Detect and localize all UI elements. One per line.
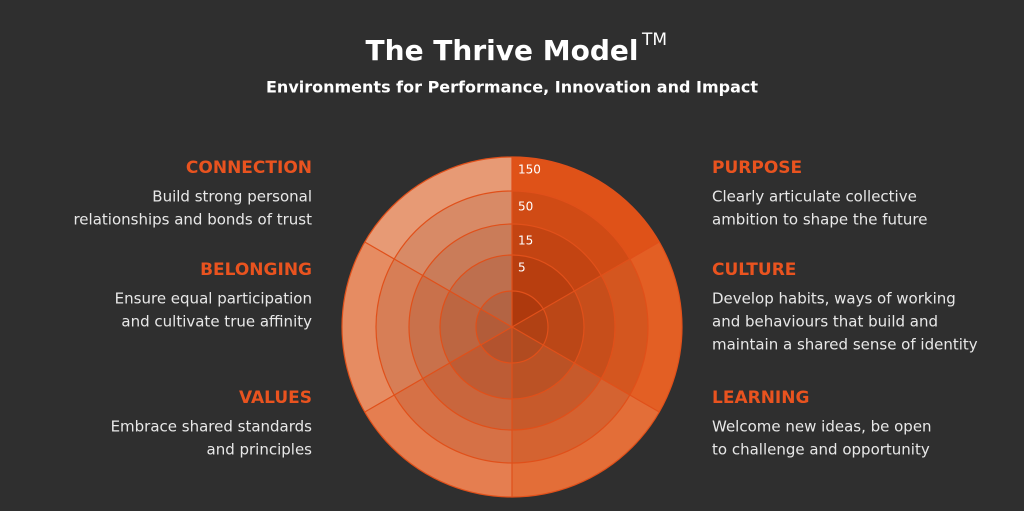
section-heading: LEARNING <box>712 388 809 408</box>
section-description: and cultivate true affinity <box>121 313 312 331</box>
section-description: Embrace shared standards <box>111 418 313 436</box>
section-description: Develop habits, ways of working <box>712 290 956 308</box>
section-description: Welcome new ideas, be open <box>712 418 932 436</box>
ring-label: 50 <box>518 200 533 214</box>
sector <box>512 157 660 327</box>
sector <box>342 242 512 412</box>
section-heading: CONNECTION <box>186 158 312 178</box>
section-heading: PURPOSE <box>712 158 802 178</box>
descriptions: CONNECTION Build strong personal relations… <box>73 158 977 459</box>
wheel: 150 50 15 5 <box>341 156 683 498</box>
section-description: Build strong personal <box>152 188 312 206</box>
title-mark: TM <box>641 30 667 50</box>
title: The Thrive Model <box>366 34 639 67</box>
subtitle: Environments for Performance, Innovation… <box>266 78 758 97</box>
ring-label: 5 <box>518 261 526 275</box>
section-heading: VALUES <box>239 388 312 408</box>
section-description: and principles <box>207 441 313 459</box>
section-heading: CULTURE <box>712 260 796 280</box>
section-heading: BELONGING <box>200 260 312 280</box>
section-description: and behaviours that build and <box>712 313 938 331</box>
divider <box>511 326 660 413</box>
section-description: Ensure equal participation <box>115 290 312 308</box>
section-description: maintain a shared sense of identity <box>712 336 978 354</box>
divider <box>364 241 513 328</box>
sector <box>512 242 682 412</box>
ring-label: 15 <box>518 234 533 248</box>
divider <box>364 326 513 413</box>
section-description: relationships and bonds of trust <box>73 211 312 229</box>
section-description: Clearly articulate collective <box>712 188 917 206</box>
section-description: to challenge and opportunity <box>712 441 930 459</box>
sector <box>364 327 512 497</box>
section-description: ambition to shape the future <box>712 211 927 229</box>
sector <box>512 327 660 497</box>
divider <box>511 241 660 328</box>
ring-label: 150 <box>518 163 541 177</box>
sector <box>364 157 512 327</box>
